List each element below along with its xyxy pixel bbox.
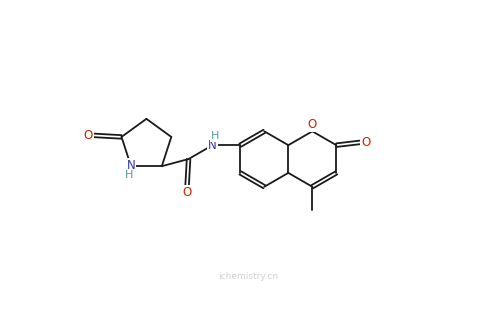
Text: H: H: [125, 171, 134, 181]
Text: H: H: [211, 131, 219, 141]
Text: N: N: [127, 159, 136, 172]
Text: O: O: [362, 136, 371, 149]
Text: O: O: [84, 129, 93, 142]
Text: ichemistry.cn: ichemistry.cn: [218, 272, 278, 281]
Text: N: N: [208, 139, 217, 152]
Text: O: O: [308, 118, 317, 131]
Text: O: O: [182, 186, 192, 199]
